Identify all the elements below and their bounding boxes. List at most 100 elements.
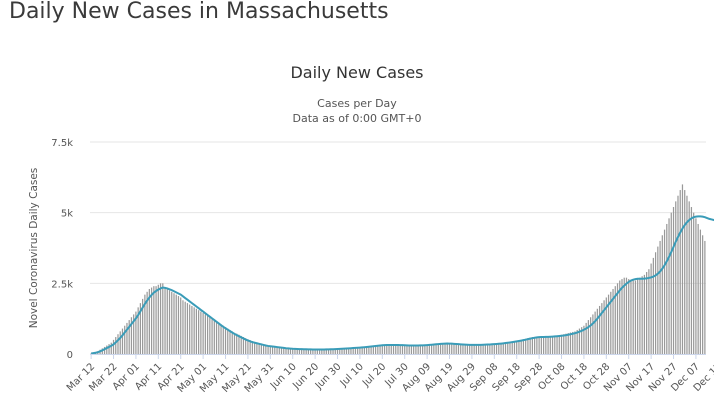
bar[interactable] [112,339,115,354]
bar[interactable] [433,344,435,354]
bar[interactable] [513,341,516,354]
bar[interactable] [643,274,646,354]
bar[interactable] [269,345,271,354]
bar[interactable] [482,344,484,354]
bar[interactable] [159,283,162,354]
bar[interactable] [679,190,681,354]
bar[interactable] [242,337,245,354]
bar[interactable] [357,347,359,354]
bar[interactable] [124,325,126,354]
bar[interactable] [639,277,641,354]
bar[interactable] [531,337,534,354]
bar[interactable] [401,345,404,354]
bar[interactable] [558,335,560,354]
bar[interactable] [231,331,233,354]
bar[interactable] [442,343,444,354]
bar[interactable] [193,307,195,354]
bar[interactable] [175,294,177,354]
bar[interactable] [148,288,150,354]
bar[interactable] [704,240,706,354]
bar[interactable] [646,272,648,354]
bar[interactable] [460,344,462,354]
bar[interactable] [312,349,314,354]
bar[interactable] [424,345,426,354]
bar[interactable] [103,346,106,354]
bar[interactable] [498,343,500,354]
bar[interactable] [610,291,612,354]
bar[interactable] [605,297,607,354]
bar[interactable] [108,344,110,354]
bar[interactable] [607,294,610,354]
bar[interactable] [173,293,175,354]
bar[interactable] [392,344,395,354]
bar[interactable] [439,343,442,354]
bar[interactable] [296,348,298,354]
bar[interactable] [332,349,334,354]
bar[interactable] [330,349,332,354]
bar[interactable] [509,341,511,354]
bar[interactable] [388,344,390,354]
bar[interactable] [547,336,549,354]
bar[interactable] [240,335,242,354]
bar[interactable] [245,338,247,354]
bar[interactable] [130,317,133,354]
bar[interactable] [688,201,690,354]
bar[interactable] [206,315,209,354]
bar[interactable] [542,337,545,354]
bar[interactable] [137,307,139,354]
bar[interactable] [354,348,357,354]
bar[interactable] [283,347,285,355]
bar[interactable] [565,333,567,354]
bar[interactable] [540,337,542,354]
bar[interactable] [115,337,117,354]
bar[interactable] [298,348,301,354]
bar[interactable] [695,218,697,354]
bar[interactable] [247,339,249,354]
bar[interactable] [634,280,637,354]
bar[interactable] [413,345,415,354]
bar[interactable] [233,332,236,354]
bar[interactable] [446,343,448,354]
bar[interactable] [222,325,224,354]
bar[interactable] [155,286,157,354]
bar[interactable] [675,201,677,354]
bar[interactable] [672,207,675,354]
bar[interactable] [276,346,278,354]
bar[interactable] [471,344,473,354]
bar[interactable] [507,342,509,354]
bar[interactable] [549,336,551,354]
bar[interactable] [520,339,522,354]
bar[interactable] [619,280,621,354]
bar[interactable] [663,229,666,354]
bar[interactable] [366,347,368,354]
bar[interactable] [576,329,578,354]
bar[interactable] [294,348,296,354]
bar[interactable] [251,341,254,354]
bar[interactable] [417,345,419,354]
bar[interactable] [404,345,406,354]
bar[interactable] [426,345,428,354]
bar[interactable] [621,279,623,354]
bar[interactable] [348,348,350,354]
bar[interactable] [408,345,410,354]
bar[interactable] [339,349,341,354]
bar[interactable] [397,344,399,354]
bar[interactable] [274,346,276,354]
bar[interactable] [135,311,137,354]
bar[interactable] [182,300,184,354]
bar[interactable] [117,334,119,354]
bar[interactable] [641,276,643,354]
bar[interactable] [177,296,180,354]
bar[interactable] [451,343,453,354]
bar[interactable] [368,346,370,354]
bar[interactable] [189,304,191,354]
bar[interactable] [448,343,451,354]
bar[interactable] [142,298,144,354]
bar[interactable] [254,341,256,354]
bar[interactable] [410,345,413,354]
bar[interactable] [321,349,323,354]
bar[interactable] [560,334,563,354]
bar[interactable] [285,347,287,354]
bar[interactable] [534,337,536,354]
bar[interactable] [428,344,430,354]
